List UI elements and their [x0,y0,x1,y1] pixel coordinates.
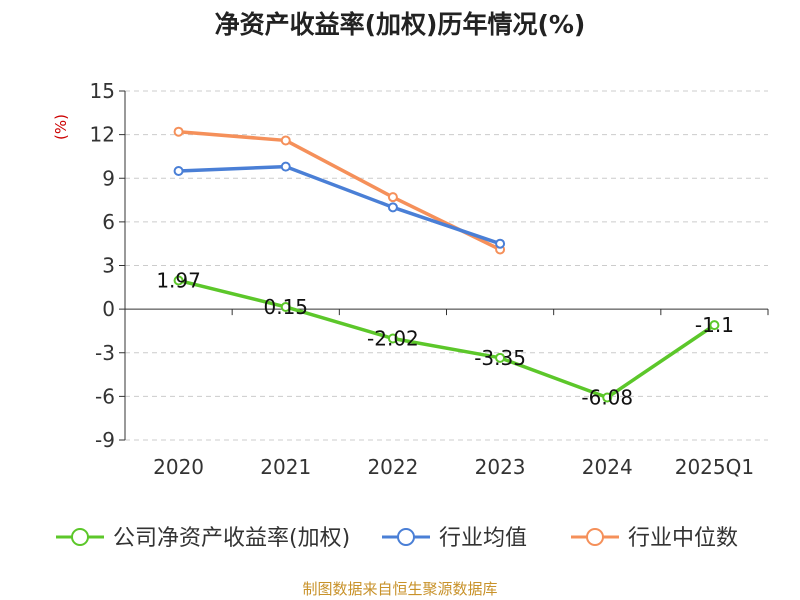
x-tick-label: 2022 [367,455,418,479]
legend-label: 行业中位数 [628,526,738,551]
data-label: 0.15 [263,295,308,319]
legend-marker [71,528,89,546]
legend-label: 行业均值 [439,526,527,551]
data-point [495,238,506,249]
data-point [387,192,398,203]
y-axis-label: (%) [52,114,70,140]
y-tick-label: 9 [102,166,115,190]
source-note: 制图数据来自恒生聚源数据库 [302,580,497,598]
x-tick-label: 2025Q1 [675,455,754,479]
data-label: -3.35 [474,346,526,370]
data-label: -2.02 [367,326,419,350]
legend[interactable]: 公司净资产收益率(加权) 行业均值 行业中位数 [56,526,738,551]
y-tick-label: 3 [102,254,115,278]
data-label: -1.1 [695,313,734,337]
legend-item[interactable]: 行业均值 [382,526,527,551]
data-point [387,333,398,344]
y-tick-label: -9 [95,428,115,452]
data-point [709,320,720,331]
y-tick-label: 0 [102,297,115,321]
series-group [173,126,720,403]
legend-marker [397,528,415,546]
grid [125,90,768,441]
data-point [173,275,184,286]
legend-label: 公司净资产收益率(加权) [113,526,350,551]
x-tick-label: 2020 [153,455,204,479]
series-line [178,164,501,246]
data-point [387,202,398,213]
legend-marker [586,528,604,546]
y-tick-label: 15 [90,79,115,103]
data-point [495,352,506,363]
x-tick-label: 2021 [260,455,311,479]
data-point [280,135,291,146]
legend-item[interactable]: 公司净资产收益率(加权) [56,526,350,551]
y-tick-label: -3 [95,341,115,365]
data-point [280,301,291,312]
y-tick-label: 6 [102,210,115,234]
y-tick-label: -6 [95,384,115,408]
series-line [178,129,501,252]
data-point [173,126,184,137]
chart-title: 净资产收益率(加权)历年情况(%) [215,10,586,39]
axes: 15 12 9 6 3 0 -3 -6 -9 2020 2021 2022 2023 2024 2025Q1 [90,79,769,479]
data-point [602,392,613,403]
legend-item[interactable]: 行业中位数 [571,526,738,551]
data-label: 1.97 [156,268,201,292]
data-labels: 1.97 0.15 -2.02 -3.35 -6.08 -1.1 [156,268,734,409]
data-point [280,161,291,172]
x-tick-label: 2024 [582,455,633,479]
series-line [178,278,716,400]
data-point [173,165,184,176]
data-label: -6.08 [581,386,633,410]
x-tick-label: 2023 [475,455,526,479]
y-tick-label: 12 [90,123,115,147]
